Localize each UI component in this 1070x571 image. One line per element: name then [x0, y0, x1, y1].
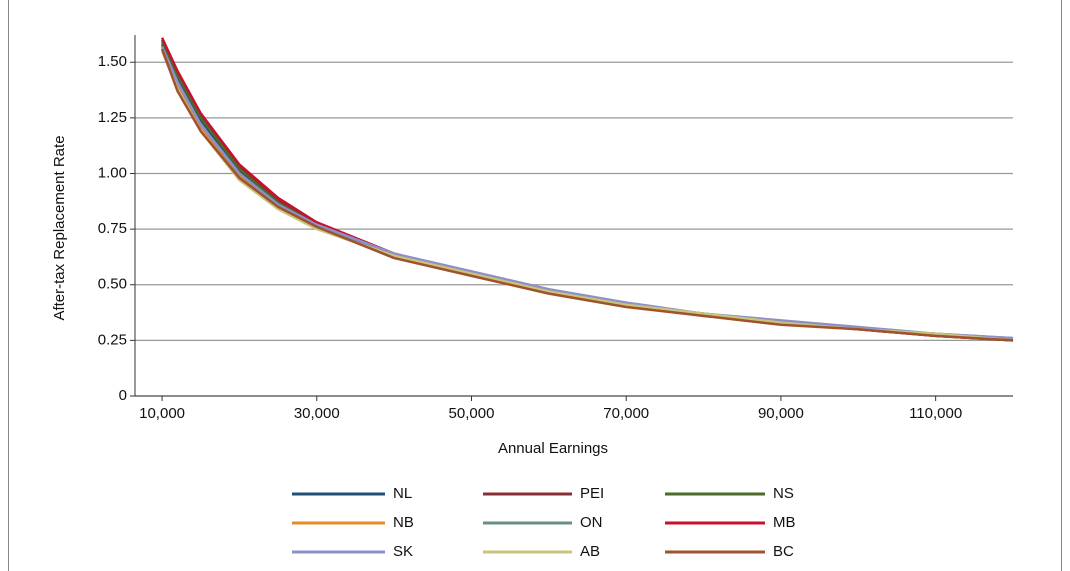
series-line [160, 46, 1014, 340]
legend-label: ON [580, 514, 603, 531]
x-tick-label: 90,000 [758, 405, 804, 422]
x-tick-label: 70,000 [603, 405, 649, 422]
legend-label: BC [773, 543, 794, 560]
y-tick-label: 0.75 [98, 220, 127, 237]
legend-label: AB [580, 543, 600, 560]
y-tick-label: 1.00 [98, 164, 127, 181]
y-tick-label: 0.25 [98, 331, 127, 348]
x-axis-label: Annual Earnings [498, 440, 608, 457]
y-axis-label: After-tax Replacement Rate [51, 135, 68, 320]
x-tick-label: 110,000 [909, 405, 962, 422]
y-tick-label: 0.50 [98, 276, 127, 293]
y-tick-label: 0 [119, 387, 127, 404]
x-tick-label: 30,000 [294, 405, 340, 422]
legend-label: NB [393, 514, 414, 531]
legend-label: SK [393, 543, 413, 560]
series-line [160, 46, 1014, 340]
legend-label: PEI [580, 485, 604, 502]
series-line [160, 50, 1014, 342]
y-tick-label: 1.25 [98, 109, 127, 126]
series-line [160, 48, 1014, 342]
y-tick-label: 1.50 [98, 53, 127, 70]
legend-label: NL [393, 485, 412, 502]
x-tick-label: 10,000 [139, 405, 185, 422]
legend-label: MB [773, 514, 796, 531]
x-tick-label: 50,000 [449, 405, 495, 422]
legend-label: NS [773, 485, 794, 502]
